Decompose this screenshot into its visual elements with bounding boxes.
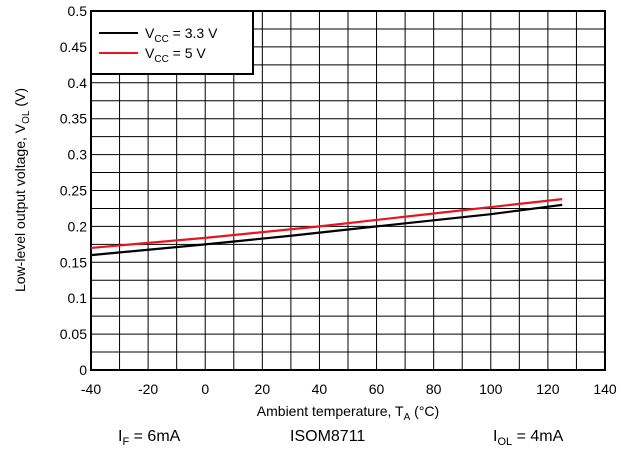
y-tick-label: 0.25: [60, 183, 87, 199]
legend-box: [90, 10, 254, 75]
y-axis-label: Low-level output voltage, VOL (V): [12, 88, 32, 292]
x-tick-label: 120: [536, 381, 560, 397]
plot-frame: [90, 10, 606, 371]
y-tick-label: 0: [79, 362, 87, 378]
series-line-vcc-3v3: [90, 203, 563, 257]
series-lines: [90, 198, 563, 257]
x-tick-label: 140: [593, 381, 617, 397]
x-tick-label: 40: [312, 381, 328, 397]
legend: VCC = 3.3 V VCC = 5 V: [90, 10, 254, 75]
x-axis-label: Ambient temperature, TA (°C): [257, 403, 439, 420]
y-tick-label: 0.5: [68, 3, 88, 19]
x-tick-label: 0: [201, 381, 209, 397]
x-tick-label: 60: [369, 381, 385, 397]
x-tick-label: -20: [138, 381, 158, 397]
x-tick-labels: -40 -20 0 20 40 60 80 100 120 140: [81, 381, 617, 397]
y-tick-label: 0.4: [68, 75, 88, 91]
x-tick-label: 20: [255, 381, 271, 397]
y-tick-label: 0.05: [60, 326, 87, 342]
y-tick-label: 0.35: [60, 111, 87, 127]
chart: -40 -20 0 20 40 60 80 100 120 140 0 0.05 0.1 0.15 0.2…: [12, 3, 617, 420]
x-tick-label: 80: [426, 381, 442, 397]
series-line-vcc-5v: [90, 198, 563, 250]
footer-output-current: IOL = 4mA: [493, 428, 564, 449]
legend-label-vcc-3v3: VCC = 3.3 V: [145, 25, 218, 45]
footer-device-name: ISOM8711: [290, 428, 366, 445]
y-tick-label: 0.15: [60, 254, 87, 270]
x-tick-label: -40: [81, 381, 101, 397]
legend-label-vcc-5v: VCC = 5 V: [145, 45, 206, 65]
footer-forward-current: IF = 6mA: [118, 428, 181, 449]
y-tick-label: 0.3: [68, 147, 88, 163]
y-tick-label: 0.45: [60, 39, 87, 55]
y-tick-labels: 0 0.05 0.1 0.15 0.2 0.25 0.3 0.35 0.4 0.45 0.5: [60, 3, 87, 378]
y-tick-label: 0.1: [68, 290, 88, 306]
x-tick-label: 100: [479, 381, 503, 397]
y-tick-label: 0.2: [68, 218, 88, 234]
